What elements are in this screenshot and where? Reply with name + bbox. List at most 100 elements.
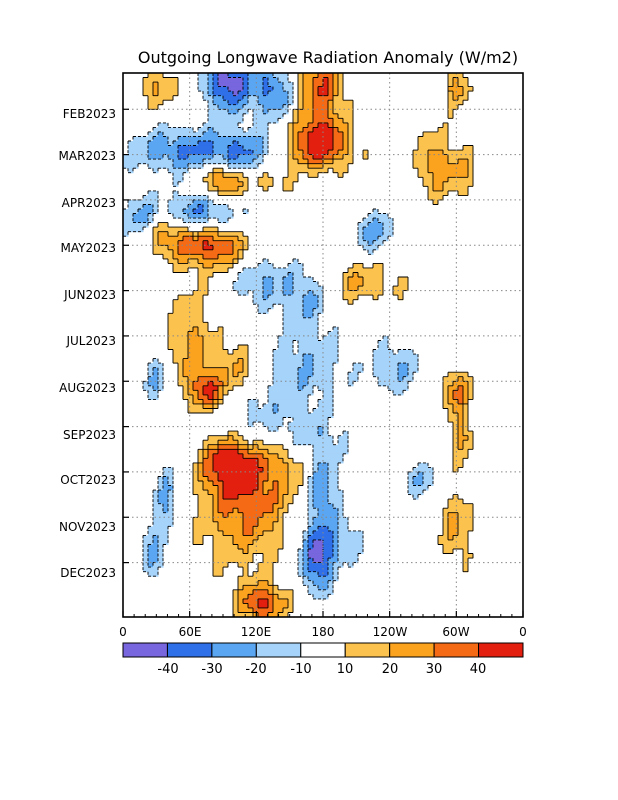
anomaly-cell xyxy=(288,331,294,337)
anomaly-cell xyxy=(333,335,339,341)
anomaly-cell xyxy=(188,385,194,391)
anomaly-cell xyxy=(268,390,274,396)
anomaly-cell xyxy=(468,385,474,391)
anomaly-cell xyxy=(278,267,284,273)
anomaly-cell xyxy=(158,73,164,79)
anomaly-cell xyxy=(313,571,319,577)
anomaly-cell xyxy=(223,91,229,97)
anomaly-cell xyxy=(153,73,159,79)
anomaly-cell xyxy=(238,286,244,292)
anomaly-cell xyxy=(258,594,264,600)
anomaly-cell xyxy=(323,154,329,160)
anomaly-cell xyxy=(218,363,224,369)
anomaly-cell xyxy=(458,190,464,196)
anomaly-cell xyxy=(268,109,274,115)
anomaly-cell xyxy=(198,349,204,355)
anomaly-cell xyxy=(293,390,299,396)
anomaly-cell xyxy=(153,131,159,137)
anomaly-cell xyxy=(353,363,359,369)
anomaly-cell xyxy=(158,512,164,518)
anomaly-cell xyxy=(283,363,289,369)
anomaly-cell xyxy=(218,535,224,541)
anomaly-cell xyxy=(458,535,464,541)
anomaly-cell xyxy=(458,426,464,432)
anomaly-cell xyxy=(128,145,134,151)
anomaly-cell xyxy=(293,476,299,482)
y-tick-label-dec2023: DEC2023 xyxy=(60,566,116,580)
anomaly-cell xyxy=(238,494,244,500)
anomaly-cell xyxy=(323,485,329,491)
anomaly-cell xyxy=(228,539,234,545)
anomaly-cell xyxy=(173,150,179,156)
anomaly-cell xyxy=(223,458,229,464)
anomaly-cell xyxy=(298,295,304,301)
anomaly-cell xyxy=(213,553,219,559)
anomaly-cell xyxy=(288,385,294,391)
anomaly-cell xyxy=(158,517,164,523)
anomaly-cell xyxy=(213,168,219,174)
anomaly-cell xyxy=(168,317,174,323)
anomaly-cell xyxy=(213,562,219,568)
anomaly-cell xyxy=(458,403,464,409)
anomaly-cell xyxy=(463,82,469,88)
anomaly-cell xyxy=(233,607,239,613)
anomaly-cell xyxy=(193,231,199,237)
anomaly-cell xyxy=(463,553,469,559)
anomaly-cell xyxy=(268,539,274,545)
anomaly-cell xyxy=(258,589,264,595)
anomaly-cell xyxy=(468,145,474,151)
anomaly-cell xyxy=(248,535,254,541)
anomaly-cell xyxy=(343,163,349,169)
anomaly-cell xyxy=(348,127,354,133)
anomaly-cell xyxy=(263,453,269,459)
anomaly-cell xyxy=(213,485,219,491)
anomaly-cell xyxy=(443,186,449,192)
anomaly-cell xyxy=(373,354,379,360)
anomaly-cell xyxy=(308,440,314,446)
anomaly-cell xyxy=(288,381,294,387)
anomaly-cell xyxy=(213,145,219,151)
anomaly-cell xyxy=(203,408,209,414)
anomaly-cell xyxy=(318,476,324,482)
anomaly-cell xyxy=(278,277,284,283)
anomaly-cell xyxy=(243,471,249,477)
anomaly-cell xyxy=(453,408,459,414)
anomaly-cell xyxy=(243,100,249,106)
anomaly-cell xyxy=(293,127,299,133)
anomaly-cell xyxy=(323,131,329,137)
anomaly-cell xyxy=(233,539,239,545)
anomaly-cell xyxy=(218,186,224,192)
anomaly-cell xyxy=(463,86,469,92)
anomaly-cell xyxy=(453,385,459,391)
anomaly-cell xyxy=(458,503,464,509)
anomaly-cell xyxy=(318,485,324,491)
colorbar-swatch xyxy=(433,642,480,658)
anomaly-cell xyxy=(448,403,454,409)
anomaly-cell xyxy=(313,168,319,174)
anomaly-cell xyxy=(138,218,144,224)
anomaly-cell xyxy=(333,467,339,473)
anomaly-cell xyxy=(238,104,244,110)
anomaly-cell xyxy=(318,159,324,165)
anomaly-cell xyxy=(268,286,274,292)
anomaly-cell xyxy=(268,113,274,119)
anomaly-cell xyxy=(303,349,309,355)
anomaly-cell xyxy=(333,77,339,83)
anomaly-cell xyxy=(168,340,174,346)
anomaly-cell xyxy=(198,218,204,224)
anomaly-cell xyxy=(273,272,279,278)
anomaly-cell xyxy=(298,118,304,124)
anomaly-cell xyxy=(323,580,329,586)
anomaly-cell xyxy=(368,272,374,278)
anomaly-cell xyxy=(453,159,459,165)
anomaly-cell xyxy=(443,168,449,174)
anomaly-cell xyxy=(218,340,224,346)
anomaly-cell xyxy=(248,141,254,147)
anomaly-cell xyxy=(263,553,269,559)
anomaly-cell xyxy=(273,458,279,464)
anomaly-cell xyxy=(283,82,289,88)
anomaly-cell xyxy=(458,73,464,79)
anomaly-cell xyxy=(328,113,334,119)
anomaly-cell xyxy=(343,131,349,137)
anomaly-cell xyxy=(318,589,324,595)
